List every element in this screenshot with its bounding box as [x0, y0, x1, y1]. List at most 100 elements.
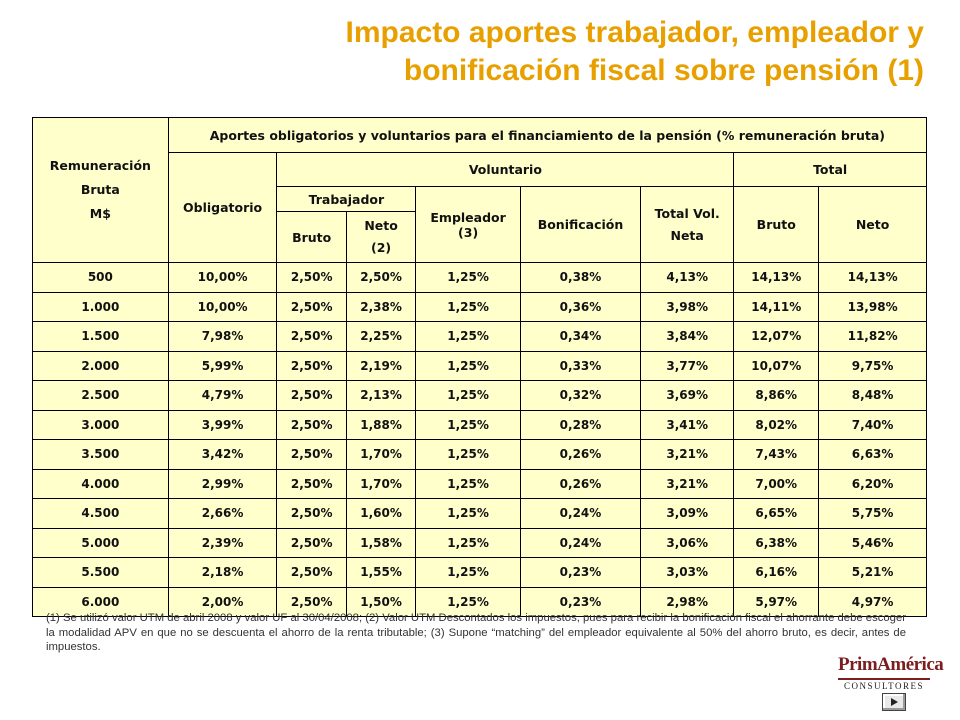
- cell-remuneracion: 500: [32, 262, 169, 293]
- cell-total-vol-neta: 3,77%: [640, 350, 735, 381]
- header-aportes: Aportes obligatorios y voluntarios para …: [167, 117, 928, 153]
- cell-remuneracion: 4.500: [32, 498, 169, 529]
- cell-empleador: 1,25%: [415, 498, 521, 529]
- table-row: 4.000 2,99% 2,50% 1,70% 1,25% 0,26% 3,21% 7,00%…: [32, 468, 927, 499]
- cell-total-neto: 14,13%: [818, 262, 927, 293]
- cell-total-vol-neta: 3,21%: [640, 439, 735, 470]
- cell-empleador: 1,25%: [415, 409, 521, 440]
- cell-total-vol-neta: 4,13%: [640, 262, 735, 293]
- cell-trabajador-neto: 1,58%: [345, 527, 417, 558]
- cell-total-bruto: 6,38%: [733, 527, 820, 558]
- cell-trabajador-neto: 1,60%: [345, 498, 417, 529]
- cell-total-neto: 6,20%: [818, 468, 927, 499]
- cell-bonificacion: 0,32%: [519, 380, 642, 411]
- table-row: 5.500 2,18% 2,50% 1,55% 1,25% 0,23% 3,03% 6,16%…: [32, 557, 927, 588]
- cell-total-vol-neta: 3,41%: [640, 409, 735, 440]
- cell-total-vol-neta: 2,98%: [640, 586, 735, 617]
- cell-total-vol-neta: 3,09%: [640, 498, 735, 529]
- next-slide-button[interactable]: [882, 693, 906, 711]
- cell-empleador: 1,25%: [415, 321, 521, 352]
- primamerica-logo: PrimAmérica CONSULTORES: [838, 654, 944, 691]
- header-total: Total: [733, 152, 927, 187]
- cell-total-bruto: 12,07%: [733, 321, 820, 352]
- cell-obligatorio: 2,66%: [167, 498, 278, 529]
- table-row: 500 10,00% 2,50% 2,50% 1,25% 0,38% 4,13% 14,13%…: [32, 262, 927, 293]
- cell-obligatorio: 10,00%: [167, 291, 278, 322]
- cell-total-neto: 6,63%: [818, 439, 927, 470]
- cell-bonificacion: 0,33%: [519, 350, 642, 381]
- cell-total-vol-neta: 3,84%: [640, 321, 735, 352]
- cell-total-vol-neta: 3,98%: [640, 291, 735, 322]
- cell-total-vol-neta: 3,06%: [640, 527, 735, 558]
- table-row: 3.000 3,99% 2,50% 1,88% 1,25% 0,28% 3,41% 8,02%…: [32, 409, 927, 440]
- cell-empleador: 1,25%: [415, 262, 521, 293]
- cell-trabajador-neto: 2,13%: [345, 380, 417, 411]
- cell-trabajador-neto: 2,38%: [345, 291, 417, 322]
- cell-trabajador-bruto: 2,50%: [276, 439, 347, 470]
- cell-empleador: 1,25%: [415, 439, 521, 470]
- header-obligatorio: Obligatorio: [167, 152, 278, 263]
- header-trabajador-bruto: Bruto: [276, 211, 347, 263]
- cell-remuneracion: 5.500: [32, 557, 169, 588]
- cell-obligatorio: 2,99%: [167, 468, 278, 499]
- cell-empleador: 1,25%: [415, 527, 521, 558]
- cell-trabajador-bruto: 2,50%: [276, 321, 347, 352]
- cell-total-bruto: 6,65%: [733, 498, 820, 529]
- table-row: 2.000 5,99% 2,50% 2,19% 1,25% 0,33% 3,77% 10,07…: [32, 350, 927, 381]
- cell-obligatorio: 2,00%: [167, 586, 278, 617]
- logo-subtitle: CONSULTORES: [838, 678, 930, 691]
- cell-remuneracion: 2.000: [32, 350, 169, 381]
- header-empleador: Empleador (3): [415, 186, 521, 263]
- cell-total-neto: 5,21%: [818, 557, 927, 588]
- cell-total-vol-neta: 3,69%: [640, 380, 735, 411]
- table-row: 1.500 7,98% 2,50% 2,25% 1,25% 0,34% 3,84% 12,07…: [32, 321, 927, 352]
- cell-total-vol-neta: 3,03%: [640, 557, 735, 588]
- table-body: 500 10,00% 2,50% 2,50% 1,25% 0,38% 4,13% 14,13%…: [32, 262, 927, 617]
- cell-total-bruto: 7,00%: [733, 468, 820, 499]
- cell-empleador: 1,25%: [415, 557, 521, 588]
- cell-total-vol-neta: 3,21%: [640, 468, 735, 499]
- cell-trabajador-bruto: 2,50%: [276, 380, 347, 411]
- cell-total-bruto: 10,07%: [733, 350, 820, 381]
- cell-total-neto: 9,75%: [818, 350, 927, 381]
- table-row: 2.500 4,79% 2,50% 2,13% 1,25% 0,32% 3,69% 8,86%…: [32, 380, 927, 411]
- cell-total-neto: 5,46%: [818, 527, 927, 558]
- cell-trabajador-bruto: 2,50%: [276, 350, 347, 381]
- cell-trabajador-neto: 1,88%: [345, 409, 417, 440]
- cell-total-neto: 5,75%: [818, 498, 927, 529]
- header-voluntario: Voluntario: [276, 152, 735, 187]
- cell-trabajador-bruto: 2,50%: [276, 262, 347, 293]
- cell-empleador: 1,25%: [415, 350, 521, 381]
- cell-trabajador-neto: 1,70%: [345, 439, 417, 470]
- cell-remuneracion: 3.500: [32, 439, 169, 470]
- cell-total-bruto: 14,13%: [733, 262, 820, 293]
- cell-obligatorio: 10,00%: [167, 262, 278, 293]
- cell-total-neto: 4,97%: [818, 586, 927, 617]
- slide-title: Impacto aportes trabajador, empleador y …: [224, 14, 924, 90]
- cell-trabajador-bruto: 2,50%: [276, 557, 347, 588]
- header-trabajador: Trabajador: [276, 186, 417, 212]
- cell-remuneracion: 6.000: [32, 586, 169, 617]
- cell-bonificacion: 0,24%: [519, 498, 642, 529]
- cell-remuneracion: 2.500: [32, 380, 169, 411]
- cell-empleador: 1,25%: [415, 380, 521, 411]
- table-row: 4.500 2,66% 2,50% 1,60% 1,25% 0,24% 3,09% 6,65%…: [32, 498, 927, 529]
- cell-empleador: 1,25%: [415, 468, 521, 499]
- cell-total-bruto: 8,02%: [733, 409, 820, 440]
- header-total-neto: Neto: [818, 186, 927, 263]
- cell-trabajador-bruto: 2,50%: [276, 291, 347, 322]
- cell-trabajador-bruto: 2,50%: [276, 409, 347, 440]
- header-total-bruto: Bruto: [733, 186, 820, 263]
- pension-impact-table: Remuneración Bruta M$ Aportes obligatori…: [32, 117, 928, 617]
- cell-bonificacion: 0,26%: [519, 468, 642, 499]
- cell-total-neto: 7,40%: [818, 409, 927, 440]
- cell-trabajador-bruto: 2,50%: [276, 527, 347, 558]
- cell-bonificacion: 0,34%: [519, 321, 642, 352]
- cell-remuneracion: 1.500: [32, 321, 169, 352]
- title-line-2: bonificación fiscal sobre pensión (1): [403, 54, 924, 87]
- cell-obligatorio: 2,39%: [167, 527, 278, 558]
- cell-trabajador-neto: 2,50%: [345, 262, 417, 293]
- cell-trabajador-bruto: 2,50%: [276, 498, 347, 529]
- cell-total-bruto: 8,86%: [733, 380, 820, 411]
- cell-total-neto: 8,48%: [818, 380, 927, 411]
